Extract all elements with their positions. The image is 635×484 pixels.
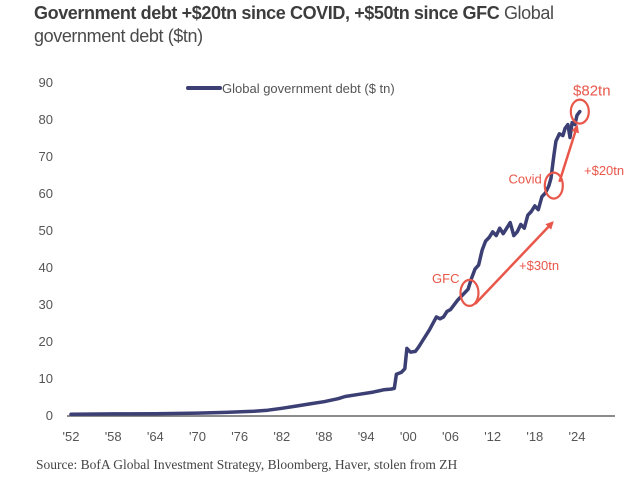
title-subtitle: Global government debt ($tn) bbox=[34, 3, 554, 46]
annotation-circle bbox=[569, 98, 590, 125]
x-axis: '52 '58 '64 '70 '76 '82 '88 '94 '00 '06 '12 '18 '24 bbox=[63, 429, 586, 444]
x-tick-label: '06 bbox=[442, 429, 459, 444]
x-tick-label: '18 bbox=[526, 429, 543, 444]
annotation-circle bbox=[459, 278, 480, 307]
annotation-label: $82tn bbox=[573, 83, 611, 100]
annotation-label: Covid bbox=[509, 172, 542, 187]
chart-title: Government debt +$20tn since COVID, +$50… bbox=[34, 2, 634, 48]
y-tick-label: 80 bbox=[39, 112, 53, 127]
y-tick-label: 30 bbox=[39, 297, 53, 312]
y-tick-label: 10 bbox=[39, 371, 53, 386]
x-tick-label: '94 bbox=[358, 429, 375, 444]
y-tick-label: 40 bbox=[39, 260, 53, 275]
title-bold: Government debt +$20tn since COVID, +$50… bbox=[34, 3, 500, 23]
annotations: GFC Covid $82tn +$30tn +$20tn bbox=[432, 83, 624, 307]
x-tick-label: '64 bbox=[147, 429, 164, 444]
y-tick-label: 90 bbox=[39, 75, 53, 90]
source-note: Source: BofA Global Investment Strategy,… bbox=[36, 457, 458, 472]
series-line-global-government-debt bbox=[69, 109, 582, 417]
annotation-arrow bbox=[474, 221, 554, 305]
x-tick-label: '12 bbox=[484, 429, 501, 444]
x-tick-label: '52 bbox=[63, 429, 80, 444]
annotation-arrow bbox=[558, 124, 580, 183]
x-tick-label: '76 bbox=[231, 429, 248, 444]
legend-label: Global government debt ($ tn) bbox=[222, 81, 395, 96]
y-tick-label: 0 bbox=[46, 408, 53, 423]
annotation-circle bbox=[543, 171, 564, 200]
y-axis: 0 10 20 30 40 50 60 70 80 90 bbox=[39, 75, 53, 423]
legend: Global government debt ($ tn) bbox=[186, 81, 395, 96]
y-tick-label: 70 bbox=[39, 149, 53, 164]
y-tick-label: 20 bbox=[39, 334, 53, 349]
annotation-label: +$30tn bbox=[519, 258, 559, 273]
y-tick-label: 50 bbox=[39, 223, 53, 238]
x-tick-label: '82 bbox=[273, 429, 290, 444]
annotation-label: GFC bbox=[432, 271, 459, 286]
y-tick-label: 60 bbox=[39, 186, 53, 201]
annotation-label: +$20tn bbox=[584, 163, 624, 178]
x-tick-label: '70 bbox=[189, 429, 206, 444]
x-tick-label: '88 bbox=[316, 429, 333, 444]
x-tick-label: '00 bbox=[400, 429, 417, 444]
x-tick-label: '24 bbox=[569, 429, 586, 444]
x-tick-label: '58 bbox=[105, 429, 122, 444]
